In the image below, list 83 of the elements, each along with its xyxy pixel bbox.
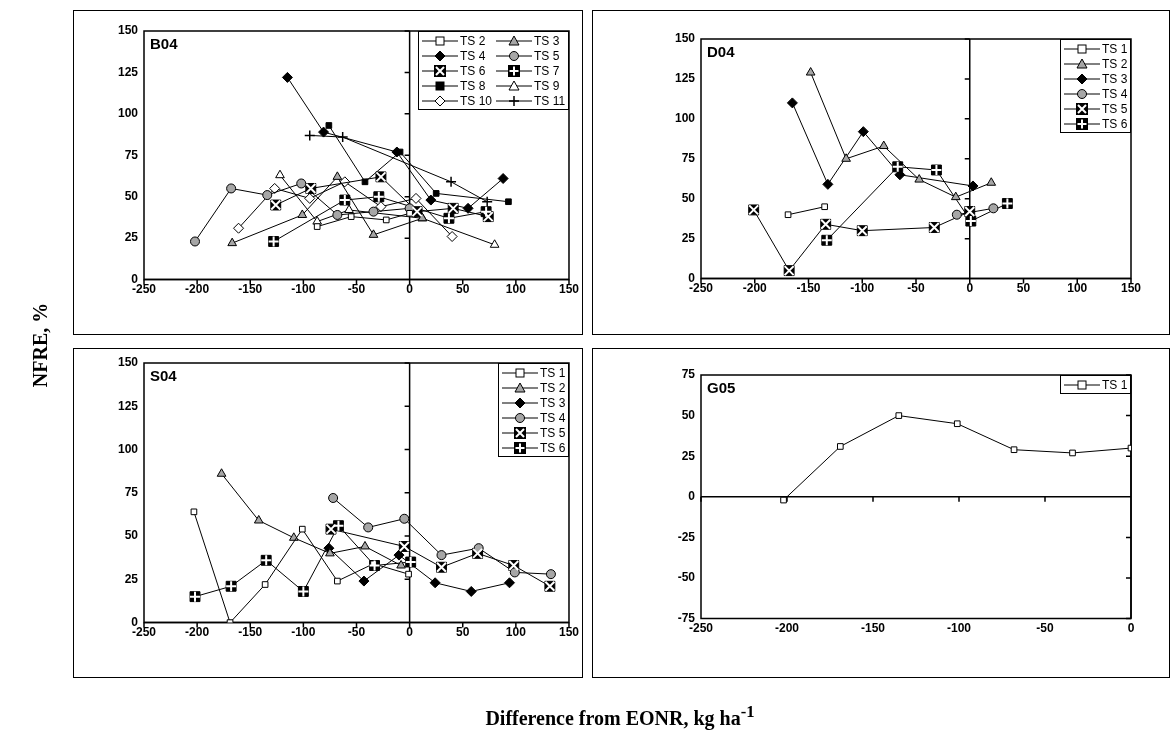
- x-tick-label: 0: [406, 625, 414, 640]
- y-tick-label: 150: [674, 31, 696, 46]
- y-tick-label: 50: [681, 191, 696, 206]
- y-tick-label: 75: [124, 147, 139, 162]
- x-tick-label: 0: [406, 282, 414, 297]
- chart-title: S04: [150, 366, 178, 384]
- legend-label: TS 7: [534, 63, 560, 78]
- y-tick-label: 75: [681, 151, 696, 166]
- legend-label: TS 2: [1102, 56, 1128, 71]
- y-tick-label: 25: [681, 230, 696, 245]
- legend-label: TS 5: [539, 425, 566, 440]
- x-axis-title: Difference from EONR, kg ha$^{-1}$: [485, 702, 755, 730]
- x-tick-label: -100: [291, 282, 316, 297]
- x-tick-label: 150: [558, 625, 580, 640]
- legend-label: TS 4: [1102, 86, 1128, 101]
- x-tick-label: 150: [558, 282, 580, 297]
- y-tick-label: -25: [677, 529, 696, 544]
- legend-label: TS 3: [534, 33, 560, 48]
- x-tick-label: 0: [966, 281, 974, 296]
- y-tick-label: 100: [117, 441, 139, 456]
- y-tick-label: 100: [674, 111, 696, 126]
- y-tick-label: 125: [117, 64, 139, 79]
- legend-label: TS 8: [459, 78, 486, 93]
- x-tick-label: -200: [774, 621, 800, 636]
- legend-label: TS 5: [1102, 101, 1128, 116]
- legend-label: TS 11: [534, 93, 566, 108]
- legend-label: TS 3: [539, 395, 566, 410]
- x-tick-label: 50: [456, 282, 470, 297]
- y-tick-label: 125: [674, 71, 696, 86]
- y-tick-label: 75: [124, 485, 139, 500]
- legend-label: TS 1: [1102, 377, 1128, 392]
- legend-label: TS 6: [539, 440, 566, 455]
- y-tick-label: 25: [681, 448, 696, 463]
- legend-label: TS 2: [459, 33, 486, 48]
- x-tick-label: 50: [1016, 281, 1031, 296]
- legend-label: TS 4: [539, 410, 566, 425]
- y-axis-title: NFRE, %: [28, 302, 52, 388]
- x-tick-label: 0: [1127, 621, 1135, 636]
- x-tick-label: 50: [456, 625, 470, 640]
- chart-title: G05: [707, 378, 736, 396]
- legend-label: TS 9: [534, 78, 560, 93]
- legend-label: TS 1: [539, 365, 566, 380]
- legend-label: TS 10: [459, 93, 492, 108]
- x-tick-label: 100: [505, 625, 527, 640]
- legend-label: TS 6: [459, 63, 486, 78]
- x-tick-label: -50: [347, 282, 366, 297]
- y-tick-label: 25: [124, 571, 139, 586]
- chart-title: D04: [707, 42, 736, 60]
- x-tick-label: -50: [347, 625, 366, 640]
- y-tick-label: 0: [688, 489, 696, 504]
- x-tick-label: -150: [860, 621, 886, 636]
- x-tick-label: -200: [185, 282, 210, 297]
- x-tick-label: 150: [1120, 281, 1142, 296]
- y-tick-label: 150: [117, 355, 139, 370]
- y-tick-label: 150: [117, 23, 139, 38]
- legend-label: TS 1: [1102, 41, 1128, 56]
- x-tick-label: -50: [1036, 621, 1054, 636]
- chart-title: B04: [150, 34, 179, 52]
- x-tick-label: -100: [850, 281, 875, 296]
- x-tick-label: 100: [505, 282, 527, 297]
- y-tick-label: 75: [681, 367, 696, 382]
- y-tick-label: 25: [124, 230, 139, 245]
- x-tick-label: -250: [131, 625, 157, 640]
- y-tick-label: 125: [117, 398, 139, 413]
- legend-label: TS 3: [1102, 71, 1128, 86]
- x-tick-label: 100: [1067, 281, 1088, 296]
- x-tick-label: -100: [291, 625, 316, 640]
- x-tick-label: -150: [796, 281, 821, 296]
- x-tick-label: -200: [185, 625, 210, 640]
- legend-label: TS 5: [534, 48, 560, 63]
- x-tick-label: -150: [238, 625, 263, 640]
- y-tick-label: 50: [124, 189, 139, 204]
- x-tick-label: -100: [946, 621, 972, 636]
- legend-label: TS 6: [1102, 116, 1128, 131]
- x-tick-label: -200: [742, 281, 768, 296]
- legend-label: TS 4: [459, 48, 486, 63]
- x-tick-label: -150: [238, 282, 263, 297]
- y-tick-label: 50: [124, 528, 139, 543]
- y-tick-label: 100: [117, 106, 139, 121]
- legend-label: TS 2: [539, 380, 566, 395]
- x-tick-label: -50: [907, 281, 925, 296]
- y-tick-label: -50: [677, 570, 696, 585]
- y-tick-label: 50: [681, 407, 696, 422]
